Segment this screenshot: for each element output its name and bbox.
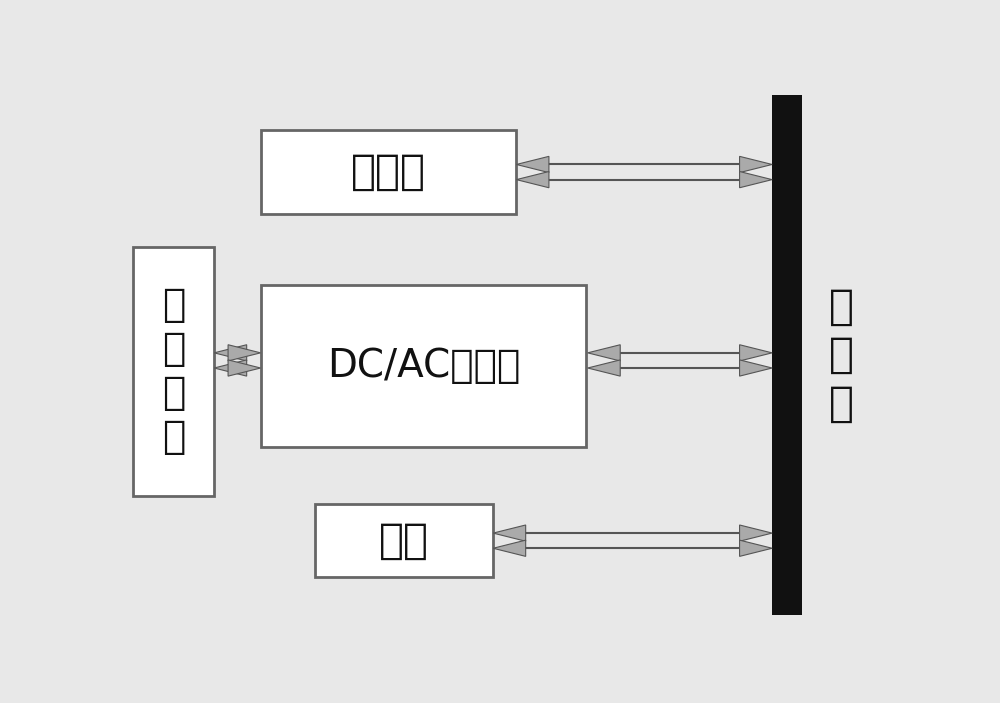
Text: 大
电
网: 大 电 网	[829, 285, 854, 425]
FancyArrow shape	[588, 344, 620, 361]
Bar	[261, 285, 586, 447]
Text: DC/AC变流器: DC/AC变流器	[327, 347, 520, 385]
FancyArrow shape	[228, 360, 261, 376]
Text: 储
能
系
统: 储 能 系 统	[162, 286, 185, 456]
FancyArrow shape	[740, 525, 772, 541]
FancyArrow shape	[516, 172, 549, 188]
FancyArrow shape	[740, 344, 772, 361]
Bar	[772, 95, 802, 615]
FancyArrow shape	[740, 540, 772, 556]
Text: 负载: 负载	[379, 520, 429, 562]
Bar	[261, 130, 516, 214]
FancyArrow shape	[493, 540, 526, 556]
Bar	[315, 504, 493, 577]
Text: 新能源: 新能源	[351, 151, 426, 193]
FancyArrow shape	[214, 360, 247, 376]
FancyArrow shape	[740, 156, 772, 173]
FancyArrow shape	[493, 525, 526, 541]
FancyArrow shape	[588, 360, 620, 376]
FancyArrow shape	[516, 156, 549, 173]
FancyArrow shape	[214, 344, 247, 361]
Bar	[133, 247, 214, 496]
FancyArrow shape	[740, 172, 772, 188]
FancyArrow shape	[740, 360, 772, 376]
FancyArrow shape	[228, 344, 261, 361]
